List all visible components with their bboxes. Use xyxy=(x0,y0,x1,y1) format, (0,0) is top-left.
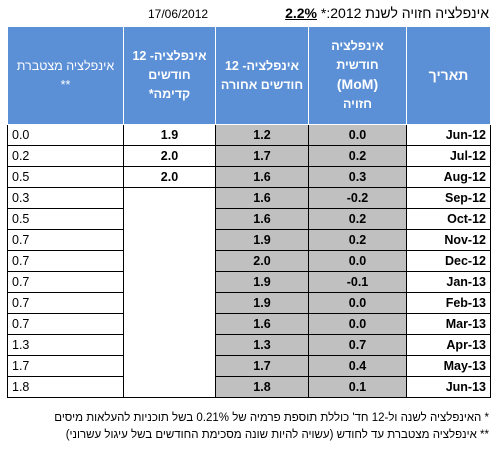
cumulative-cell: 0.0 xyxy=(7,124,124,146)
header-back-12: אינפלציה- 12 חודשים אחורה xyxy=(215,26,309,125)
mom-cell: 0.0 xyxy=(308,313,407,335)
mom-cell: 0.2 xyxy=(308,229,407,251)
inflation-table: אינפלציה מצטברת ** אינפלציה- 12 חודשים ק… xyxy=(7,26,491,398)
date-cell: Dec-12 xyxy=(406,250,491,272)
forward-12-cell: 1.9 xyxy=(123,124,216,146)
table-header-row: אינפלציה מצטברת ** אינפלציה- 12 חודשים ק… xyxy=(7,26,491,125)
mom-cell: 0.0 xyxy=(308,292,407,314)
cumulative-cell: 0.7 xyxy=(7,229,124,251)
back-12-cell: 1.7 xyxy=(215,355,309,377)
mom-cell: 0.2 xyxy=(308,145,407,167)
cumulative-cell: 1.3 xyxy=(7,334,124,356)
cumulative-cell: 0.5 xyxy=(7,208,124,230)
date-cell: Jun-13 xyxy=(406,376,491,398)
back-12-cell: 1.6 xyxy=(215,208,309,230)
back-12-cell: 1.6 xyxy=(215,166,309,188)
back-12-cell: 2.0 xyxy=(215,250,309,272)
forward-12-cell xyxy=(123,250,216,272)
title-percentage: 2.2% xyxy=(285,5,318,21)
forward-12-cell xyxy=(123,355,216,377)
date-cell: Mar-13 xyxy=(406,313,491,335)
date-cell: Feb-13 xyxy=(406,292,491,314)
forward-12-cell: 2.0 xyxy=(123,145,216,167)
table-row: 1.3 1.3 0.7 Apr-13 xyxy=(7,334,491,356)
back-12-cell: 1.9 xyxy=(215,229,309,251)
table-row: 0.5 1.6 0.2 Oct-12 xyxy=(7,208,491,230)
forward-12-cell xyxy=(123,334,216,356)
cumulative-cell: 0.7 xyxy=(7,271,124,293)
table-row: 0.7 1.9 -0.1 Jan-13 xyxy=(7,271,491,293)
back-12-cell: 1.7 xyxy=(215,145,309,167)
table-row: 0.2 2.0 1.7 0.2 Jul-12 xyxy=(7,145,491,167)
back-12-cell: 1.9 xyxy=(215,292,309,314)
forward-12-cell: 2.0 xyxy=(123,166,216,188)
header-date: תאריך xyxy=(406,26,491,125)
mom-cell: -0.2 xyxy=(308,187,407,209)
mom-cell: 0.7 xyxy=(308,334,407,356)
table-row: 0.7 1.6 0.0 Mar-13 xyxy=(7,313,491,335)
table-row: 1.7 1.7 0.4 May-13 xyxy=(7,355,491,377)
date-cell: Nov-12 xyxy=(406,229,491,251)
back-12-cell: 1.6 xyxy=(215,313,309,335)
date-cell: Apr-13 xyxy=(406,334,491,356)
forward-12-cell xyxy=(123,271,216,293)
mom-cell: 0.4 xyxy=(308,355,407,377)
mom-cell: 0.1 xyxy=(308,376,407,398)
date-cell: Oct-12 xyxy=(406,208,491,230)
cumulative-cell: 0.7 xyxy=(7,250,124,272)
table-row: 0.7 1.9 0.0 Feb-13 xyxy=(7,292,491,314)
table-row: 1.8 1.8 0.1 Jun-13 xyxy=(7,376,491,398)
footnote-2: ** אינפלציה מצטברת עד לחודש (עשויה להיות… xyxy=(65,429,489,441)
header-mom: אינפלציה חודשית (MoM) חזויה xyxy=(308,26,407,125)
forward-12-cell xyxy=(123,208,216,230)
date-cell: Aug-12 xyxy=(406,166,491,188)
report-header: 17/06/2012 אינפלציה חזויה לשנת 2012:* 2.… xyxy=(0,0,497,26)
forward-12-cell xyxy=(123,229,216,251)
date-cell: Jul-12 xyxy=(406,145,491,167)
mom-cell: 0.0 xyxy=(308,250,407,272)
mom-cell: -0.1 xyxy=(308,271,407,293)
date-cell: Jan-13 xyxy=(406,271,491,293)
forward-12-cell xyxy=(123,292,216,314)
cumulative-cell: 1.7 xyxy=(7,355,124,377)
table-row: 0.7 2.0 0.0 Dec-12 xyxy=(7,250,491,272)
back-12-cell: 1.3 xyxy=(215,334,309,356)
date-cell: Sep-12 xyxy=(406,187,491,209)
cumulative-cell: 1.8 xyxy=(7,376,124,398)
back-12-cell: 1.2 xyxy=(215,124,309,146)
mom-cell: 0.2 xyxy=(308,208,407,230)
date-cell: Jun-12 xyxy=(406,124,491,146)
cumulative-cell: 0.5 xyxy=(7,166,124,188)
table-row: 0.3 1.6 -0.2 Sep-12 xyxy=(7,187,491,209)
footnote-1: * האינפלציה לשנה ול-12 חד' כוללת תוספת פ… xyxy=(54,412,489,424)
report-date: 17/06/2012 xyxy=(148,7,209,21)
report-title: אינפלציה חזויה לשנת 2012:* 2.2% xyxy=(285,5,489,21)
header-forward-12: אינפלציה- 12 חודשים קדימה* xyxy=(123,26,216,125)
back-12-cell: 1.9 xyxy=(215,271,309,293)
back-12-cell: 1.8 xyxy=(215,376,309,398)
cumulative-cell: 0.2 xyxy=(7,145,124,167)
back-12-cell: 1.6 xyxy=(215,187,309,209)
table-row: 0.0 1.9 1.2 0.0 Jun-12 xyxy=(7,124,491,146)
forward-12-cell xyxy=(123,376,216,398)
cumulative-cell: 0.7 xyxy=(7,292,124,314)
mom-cell: 0.0 xyxy=(308,124,407,146)
cumulative-cell: 0.3 xyxy=(7,187,124,209)
forward-12-cell xyxy=(123,313,216,335)
footnotes: * האינפלציה לשנה ול-12 חד' כוללת תוספת פ… xyxy=(54,410,489,444)
table-row: 0.5 2.0 1.6 0.3 Aug-12 xyxy=(7,166,491,188)
forward-12-cell xyxy=(123,187,216,209)
table-row: 0.7 1.9 0.2 Nov-12 xyxy=(7,229,491,251)
date-cell: May-13 xyxy=(406,355,491,377)
cumulative-cell: 0.7 xyxy=(7,313,124,335)
title-text: אינפלציה חזויה לשנת 2012:* xyxy=(320,5,489,21)
header-cumulative: אינפלציה מצטברת ** xyxy=(7,26,124,125)
mom-cell: 0.3 xyxy=(308,166,407,188)
